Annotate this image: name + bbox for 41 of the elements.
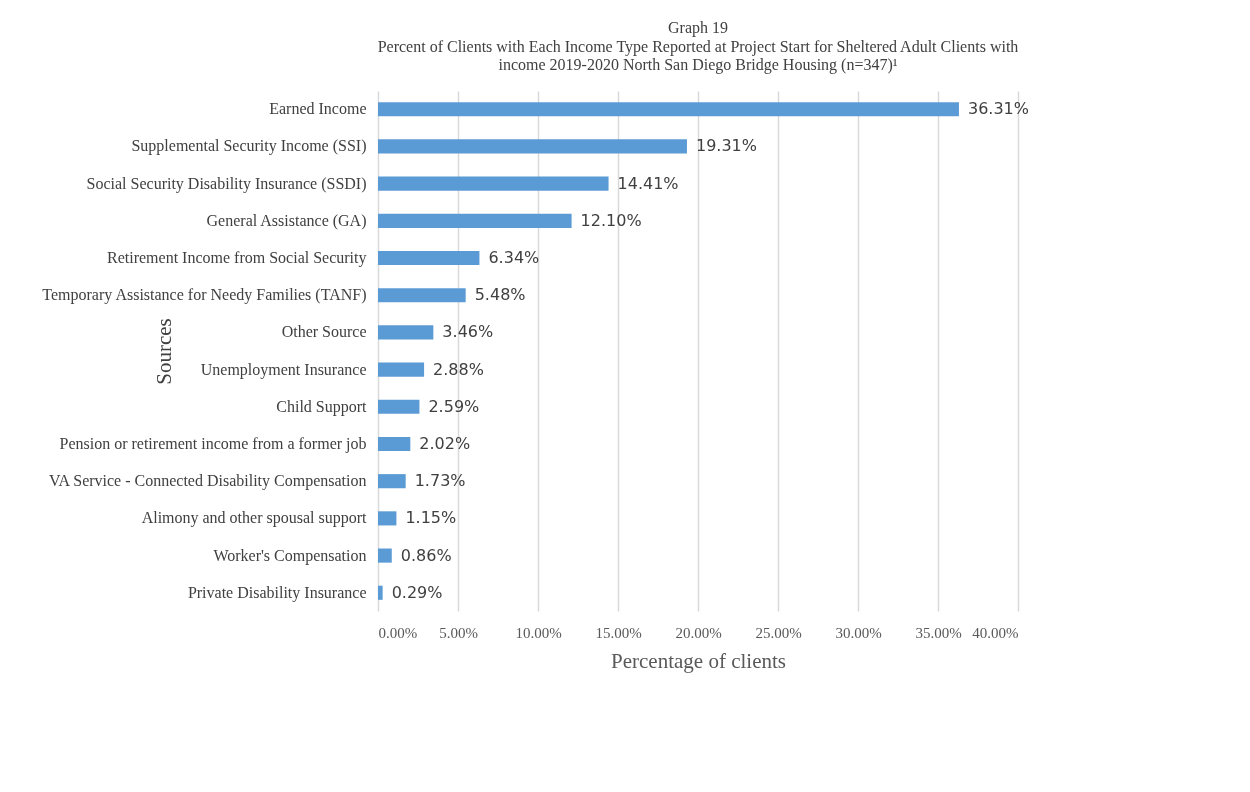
data-label: 0.29% [391,582,443,602]
x-tick-label: 35.00% [915,624,962,641]
data-label: 1.73% [414,471,466,491]
data-label: 6.34% [488,248,540,268]
y-tick-label: Supplemental Security Income (SSI) [131,137,367,156]
y-tick-label: Retirement Income from Social Security [107,249,367,268]
data-label: 36.31% [967,99,1029,119]
data-label: 1.15% [405,508,457,528]
x-tick-label: 25.00% [755,624,802,641]
y-tick-label: Alimony and other spousal support [141,509,368,528]
y-tick-label: Earned Income [269,100,367,118]
data-label: 2.02% [419,433,471,453]
x-tick-label: 40.00% [972,624,1019,641]
y-tick-label: Unemployment Insurance [200,360,367,379]
x-tick-label: 0.00% [378,624,418,641]
data-label: 3.46% [442,322,494,342]
y-tick-label: VA Service - Connected Disability Compensation [49,472,367,491]
x-tick-label: 15.00% [595,624,642,641]
x-tick-label: 10.00% [515,624,562,641]
data-label: 2.88% [433,359,484,379]
data-label: 14.41% [617,173,679,193]
chart-title: Graph 19 [668,19,728,37]
x-tick-label: 30.00% [835,624,882,641]
y-tick-label: Other Source [281,323,367,341]
y-axis-title: Sources [151,318,176,385]
y-tick-label: General Assistance (GA) [206,211,367,230]
x-tick-label: 5.00% [439,624,478,641]
chart-subtitle: Percent of Clients with Each Income Type Reported at Project Start for Sheltered Adult Clients with income 2019-2020 North San Diego Bridge Housing (n=347)¹ [377,38,1019,74]
data-label: 0.86% [400,545,452,565]
y-tick-label: Child Support [276,397,368,416]
y-tick-label: Worker's Compensation [213,546,367,565]
y-tick-label: Private Disability Insurance [187,583,367,602]
data-label: 5.48% [474,285,526,305]
data-label: 2.59% [428,396,480,416]
x-tick-label: 20.00% [675,624,722,641]
y-tick-label: Pension or retirement income from a former job [59,434,367,453]
y-tick-label: Social Security Disability Insurance (SSDI) [86,174,367,193]
x-axis-title: Percentage of clients [611,648,786,673]
y-tick-label: Temporary Assistance for Needy Families (TANF) [42,286,367,305]
data-label: 12.10% [580,210,642,230]
data-label: 19.31% [695,136,757,156]
